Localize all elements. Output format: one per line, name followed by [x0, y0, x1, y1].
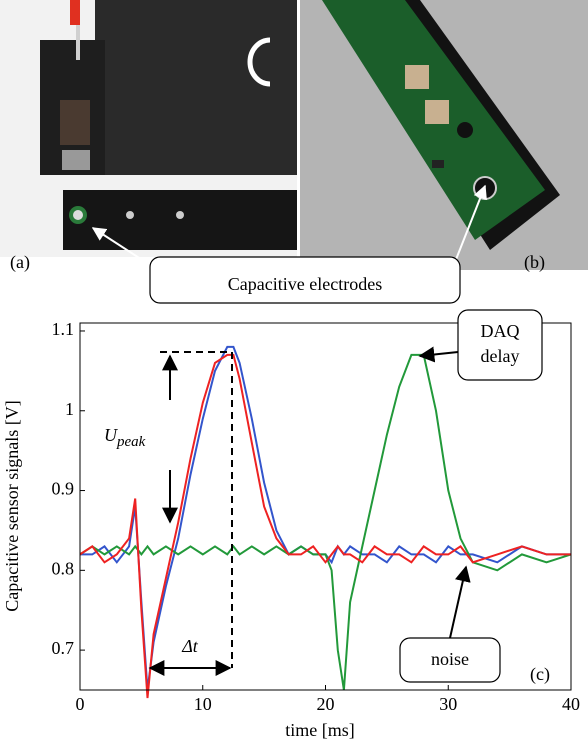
x-tick-label: 40 [562, 694, 580, 714]
noise-box [399, 637, 501, 683]
dt-label: Δt [181, 636, 199, 656]
upeak-label: Upeak [104, 425, 146, 450]
daq-box [457, 309, 543, 381]
x-axis-label: time [ms] [285, 720, 355, 740]
photo-b [300, 0, 588, 270]
x-tick-label: 10 [194, 694, 212, 714]
panel-label: (b) [524, 252, 545, 273]
callout-text: Capacitive electrodes [228, 274, 382, 294]
y-tick-label: 0.8 [52, 558, 75, 578]
arrow [418, 346, 459, 363]
y-tick-label: 0.9 [52, 479, 75, 499]
callout-arrow [91, 227, 151, 266]
x-tick-label: 20 [317, 694, 335, 714]
callout-arrow [454, 184, 487, 263]
upeak-base: U [104, 425, 118, 445]
x-tick-label: 30 [439, 694, 457, 714]
daq-text: delay [481, 346, 520, 366]
panel-label: (a) [10, 252, 30, 273]
photo-a [0, 0, 297, 257]
x-tick-label: 0 [76, 694, 85, 714]
y-axis-label: Capacitive sensor signals [V] [2, 400, 22, 611]
panel-label: (c) [530, 664, 550, 685]
noise-text: noise [431, 649, 469, 669]
y-tick-label: 1 [65, 399, 74, 419]
upeak-sub: peak [116, 434, 146, 450]
dashed-guide [160, 351, 233, 668]
signal-line [79, 353, 571, 699]
y-tick-label: 0.7 [52, 638, 75, 658]
signal-line [79, 353, 572, 691]
callout-box [149, 256, 461, 304]
annotations: Upeak Δt DAQ delay noise (c) [104, 309, 550, 685]
daq-text: DAQ [481, 321, 520, 341]
y-tick-label: 1.1 [52, 319, 75, 339]
arrow [449, 565, 471, 639]
plot [79, 345, 572, 699]
